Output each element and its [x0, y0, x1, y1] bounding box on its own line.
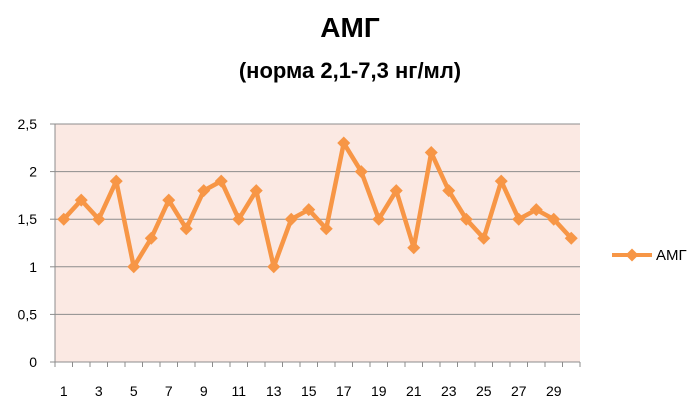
data-point — [127, 260, 141, 274]
data-point — [249, 184, 263, 198]
x-tick-label: 3 — [95, 383, 103, 399]
legend-label: АМГ — [656, 247, 687, 264]
y-tick-label: 1 — [29, 259, 37, 275]
series-line — [61, 140, 574, 270]
x-tick-label: 21 — [406, 383, 422, 399]
y-tick-label: 2,5 — [18, 116, 38, 132]
chart-subtitle: (норма 2,1-7,3 нг/мл) — [238, 58, 462, 83]
data-point — [144, 231, 158, 245]
x-tick-label: 13 — [266, 383, 282, 399]
x-tick-label: 9 — [200, 383, 208, 399]
plot-background — [55, 124, 580, 362]
y-tick-label: 0,5 — [18, 306, 38, 322]
x-tick-label: 5 — [130, 383, 138, 399]
y-tick-label: 1,5 — [18, 211, 38, 227]
data-point — [547, 212, 561, 226]
data-point — [494, 174, 508, 188]
data-point — [162, 193, 176, 207]
data-point — [214, 174, 228, 188]
x-tick-label: 23 — [441, 383, 457, 399]
x-tick-label: 19 — [371, 383, 387, 399]
data-point — [372, 212, 386, 226]
data-point — [109, 174, 123, 188]
data-point — [284, 212, 298, 226]
data-point — [529, 203, 543, 217]
data-point — [459, 212, 473, 226]
data-point — [92, 212, 106, 226]
x-tick-label: 11 — [231, 383, 246, 399]
data-point — [302, 203, 316, 217]
x-tick-label: 7 — [165, 383, 173, 399]
x-tick-label: 29 — [546, 383, 562, 399]
legend-marker — [625, 248, 639, 262]
x-tick-label: 25 — [476, 383, 492, 399]
data-point — [564, 231, 578, 245]
y-tick-label: 0 — [29, 354, 37, 370]
data-point — [512, 212, 526, 226]
data-point — [389, 184, 403, 198]
data-point — [179, 222, 193, 236]
data-point — [424, 146, 438, 160]
data-point — [477, 231, 491, 245]
chart-title: АМГ — [320, 12, 380, 43]
data-point — [197, 184, 211, 198]
data-point — [407, 241, 421, 255]
data-point — [267, 260, 281, 274]
x-tick-label: 27 — [511, 383, 527, 399]
x-tick-label: 15 — [301, 383, 317, 399]
data-point — [57, 212, 71, 226]
x-tick-label: 17 — [336, 383, 352, 399]
x-tick-label: 1 — [60, 383, 68, 399]
data-point — [442, 184, 456, 198]
data-point — [319, 222, 333, 236]
data-point — [232, 212, 246, 226]
data-point — [74, 193, 88, 207]
data-point — [354, 165, 368, 179]
y-tick-label: 2 — [29, 164, 37, 180]
data-point — [337, 136, 351, 150]
